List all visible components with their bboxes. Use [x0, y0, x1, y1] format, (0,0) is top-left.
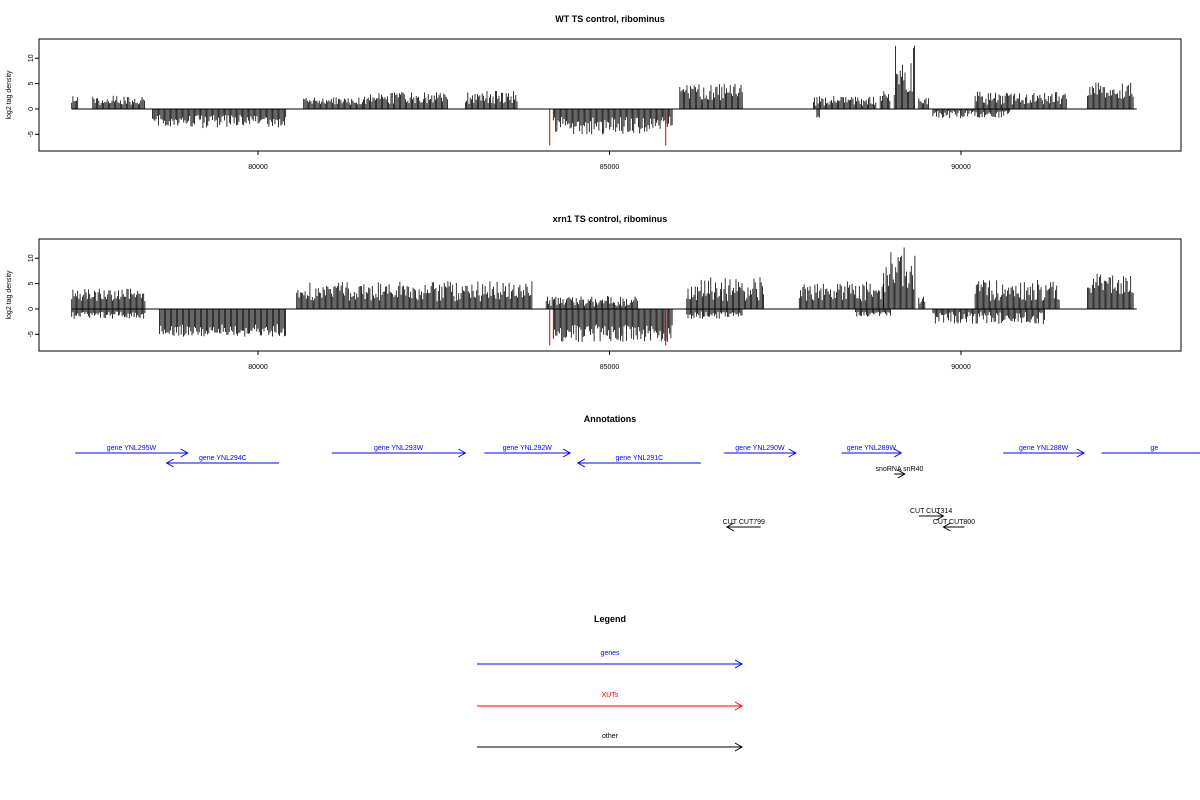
annotation-label: gene YNL291C	[616, 455, 664, 462]
legend-label: XUTs	[602, 692, 619, 699]
x-tick-label: 80000	[248, 164, 268, 171]
arrowhead-left-icon	[165, 458, 174, 468]
arrowhead-left-icon	[942, 522, 951, 532]
density-series-plus	[71, 45, 1134, 109]
legend-label: genes	[600, 650, 620, 657]
annotation-label: gene YNL290W	[735, 445, 785, 452]
annotation-arrow	[841, 448, 903, 458]
arrowhead-right-icon	[734, 701, 744, 711]
y-tick-label: 5	[28, 82, 35, 86]
density-series-minus	[71, 308, 1045, 342]
annotation-label: gene YNL288W	[1019, 445, 1069, 452]
annotation-label: CUT CUT799	[723, 519, 765, 526]
annotation-label: gene YNL294C	[199, 455, 247, 462]
y-axis-label: log2 tag density	[6, 70, 13, 120]
y-tick-label: 0	[28, 107, 35, 111]
annotations-title: Annotations	[584, 414, 637, 424]
legend: Legend genes XUTs other	[477, 614, 744, 752]
legend-arrow	[477, 742, 744, 752]
x-tick-label: 85000	[600, 164, 620, 171]
density-series-plus	[71, 247, 1134, 309]
annotation-arrow	[894, 469, 906, 479]
y-tick-label: 10	[28, 254, 35, 262]
chart-title: WT TS control, ribominus	[555, 14, 665, 24]
y-tick-label: -5	[28, 131, 35, 137]
annotation-arrow	[484, 448, 572, 458]
annotation-arrow	[918, 511, 945, 521]
annotation-label: gene YNL289W	[847, 445, 897, 452]
annotation-arrow	[1101, 449, 1200, 457]
annotation-label: snoRNA snR40	[876, 466, 924, 473]
annotation-arrow	[1003, 448, 1086, 458]
y-tick-label: 5	[28, 282, 35, 286]
x-tick-label: 80000	[248, 364, 268, 371]
arrowhead-right-icon	[1076, 448, 1086, 458]
chart-panel-2: xrn1 TS control, ribominus log2 tag densi…	[6, 214, 1182, 371]
legend-label: other	[602, 733, 619, 740]
arrowhead-right-icon	[893, 448, 903, 458]
chart-title: xrn1 TS control, ribominus	[553, 214, 668, 224]
y-tick-label: 0	[28, 307, 35, 311]
annotation-label: gene YNL293W	[374, 445, 424, 452]
annotations-track: Annotations gene YNL295W gene YNL294C gene …	[75, 414, 1200, 532]
annotation-label: CUT CUT800	[933, 519, 975, 526]
annotation-arrow	[724, 448, 797, 458]
annotation-label: ge	[1150, 445, 1158, 452]
plot-frame	[38, 38, 1182, 152]
arrowhead-right-icon	[562, 448, 572, 458]
chart-panel-1: WT TS control, ribominus log2 tag density…	[6, 14, 1182, 171]
arrowhead-right-icon	[936, 511, 945, 521]
legend-title: Legend	[594, 614, 626, 624]
annotation-arrow	[942, 522, 965, 532]
arrowhead-right-icon	[734, 742, 744, 752]
annotation-label: gene YNL295W	[107, 445, 157, 452]
arrowhead-right-icon	[734, 659, 744, 669]
x-tick-label: 85000	[600, 364, 620, 371]
arrowhead-left-icon	[576, 458, 586, 468]
annotation-label: CUT CUT314	[910, 508, 952, 515]
annotation-arrow	[576, 458, 701, 468]
y-axis-label: log2 tag density	[6, 270, 13, 320]
x-tick-label: 90000	[951, 164, 971, 171]
y-tick-label: 10	[28, 54, 35, 62]
arrowhead-left-icon	[725, 522, 735, 532]
density-series-minus	[152, 108, 1011, 135]
x-tick-label: 90000	[951, 364, 971, 371]
annotation-arrow	[165, 458, 280, 468]
legend-arrow	[477, 659, 744, 669]
arrowhead-right-icon	[458, 448, 467, 458]
y-tick-label: -5	[28, 331, 35, 337]
annotation-arrow	[75, 448, 189, 458]
arrowhead-right-icon	[897, 469, 906, 479]
arrowhead-right-icon	[180, 448, 189, 458]
legend-arrow	[477, 701, 744, 711]
arrowhead-right-icon	[788, 448, 797, 458]
annotation-label: gene YNL292W	[503, 445, 553, 452]
annotation-arrow	[725, 522, 761, 532]
annotation-arrow	[331, 448, 467, 458]
